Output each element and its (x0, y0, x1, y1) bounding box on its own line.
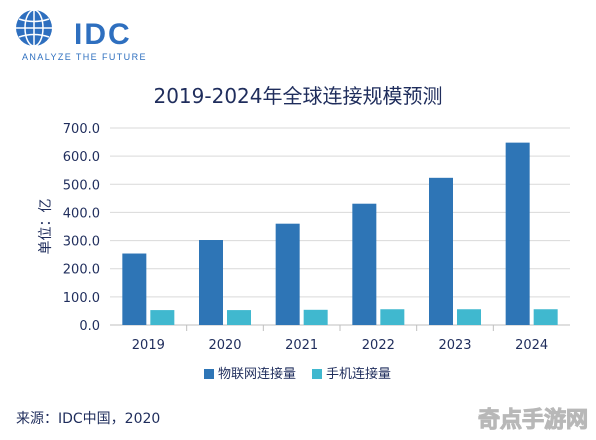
globe-icon (16, 9, 52, 47)
legend-swatch (312, 369, 322, 379)
x-tick-label: 2022 (362, 338, 395, 353)
y-tick-label: 100.0 (63, 291, 100, 306)
y-tick-label: 400.0 (63, 206, 100, 221)
bar-iot-2019 (122, 253, 147, 325)
y-tick-label: 0.0 (79, 319, 100, 334)
x-tick-label: 2019 (132, 338, 165, 353)
legend-swatch (204, 369, 214, 379)
bar-iot-2021 (275, 223, 300, 325)
idc-logo: IDC ANALYZE THE FUTURE (12, 8, 152, 62)
watermark-text: 奇点手游网 (477, 408, 588, 434)
bar-mobile-2021 (303, 309, 328, 325)
bar-iot-2023 (429, 177, 453, 325)
x-tick-label: 2023 (438, 338, 471, 353)
y-tick-label: 700.0 (63, 122, 100, 137)
x-tick-label: 2020 (208, 338, 241, 353)
bar-iot-2024 (505, 142, 530, 325)
bar-iot-2020 (199, 240, 223, 325)
logo-text: IDC (74, 18, 132, 51)
bar-mobile-2020 (227, 310, 251, 325)
y-axis-label: 单位：亿 (38, 199, 54, 255)
y-tick-label: 600.0 (63, 150, 100, 165)
legend-label: 物联网连接量 (218, 366, 296, 382)
bar-mobile-2022 (380, 309, 405, 325)
y-tick-label: 300.0 (63, 235, 100, 250)
y-tick-label: 500.0 (63, 178, 100, 193)
legend-label: 手机连接量 (326, 366, 391, 382)
bar-iot-2022 (352, 203, 377, 325)
bar-mobile-2024 (533, 309, 558, 325)
bar-mobile-2023 (457, 309, 481, 325)
x-tick-label: 2021 (285, 338, 318, 353)
bar-mobile-2019 (150, 310, 175, 325)
logo-tagline: ANALYZE THE FUTURE (22, 52, 147, 62)
chart-title: 2019-2024年全球连接规模预测 (153, 84, 443, 108)
x-tick-label: 2024 (515, 338, 548, 353)
source-note: 来源：IDC中国，2020 (16, 411, 161, 427)
y-tick-label: 200.0 (63, 263, 100, 278)
